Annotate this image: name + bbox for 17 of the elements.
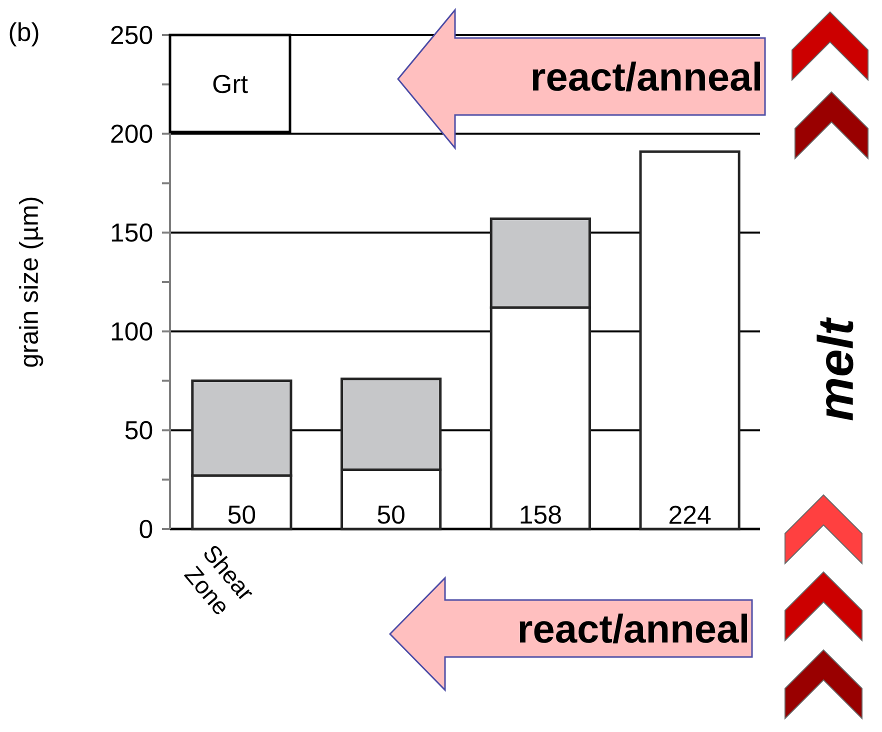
y-tick-label: 150 (112, 223, 152, 242)
annotation: 224 (669, 506, 711, 524)
text: (b) (10, 22, 38, 46)
bar (639, 150, 740, 530)
annotation: 50 (228, 505, 256, 524)
y-tick-label: 250 (111, 26, 152, 44)
text: react/anneal (520, 614, 747, 644)
y-tick-label: 100 (112, 322, 152, 341)
text: melt (816, 317, 854, 420)
y-tick-label: 200 (111, 124, 152, 143)
y-tick-label: 50 (125, 421, 152, 440)
annotation: 50 (378, 505, 404, 524)
annotation: Grt (213, 74, 248, 94)
y-tick-label: 0 (140, 520, 152, 538)
annotation: react/anneal (532, 62, 760, 92)
annotation: 158 (520, 505, 561, 524)
y-axis-title: grain size (µm) (19, 198, 44, 367)
